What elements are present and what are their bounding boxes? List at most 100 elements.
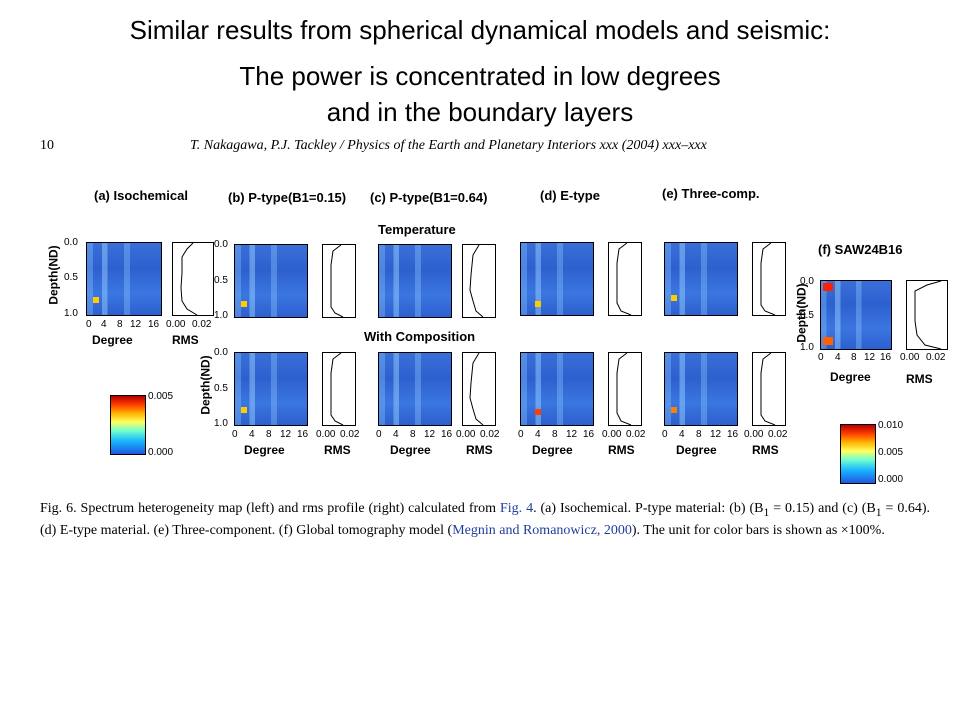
rms-b-composition <box>322 352 356 426</box>
hotspot <box>241 407 247 413</box>
hotspot <box>535 301 541 307</box>
x-tick: 0 <box>86 319 92 330</box>
x-tick: 16 <box>148 319 160 330</box>
x-tick: 0.00 <box>744 429 764 440</box>
y-axis-label: Depth(ND) <box>198 355 213 415</box>
x-tick: 16 <box>727 429 739 440</box>
x-tick: 12 <box>864 352 876 363</box>
slide-title-line-1: Similar results from spherical dynamical… <box>129 15 831 45</box>
section-temperature: Temperature <box>378 222 456 237</box>
y-tick: 0.5 <box>214 275 228 286</box>
x-tick: 0.00 <box>900 352 920 363</box>
caption-text: Fig. 6. Spectrum heterogeneity map (left… <box>40 501 500 516</box>
colorbar-tick: 0.005 <box>878 447 904 458</box>
rms-d-temperature <box>608 242 642 316</box>
x-axis-label-degree: Degree <box>830 370 871 384</box>
rms-e-composition <box>752 352 786 426</box>
hotspot <box>671 295 677 301</box>
x-tick: 0.00 <box>602 429 622 440</box>
section-with-composition: With Composition <box>364 329 476 344</box>
hotspot <box>671 407 677 413</box>
y-tick: 1.0 <box>214 418 228 429</box>
heatmap-c-composition <box>378 352 452 426</box>
hotspot <box>535 409 541 415</box>
x-tick: 0.00 <box>166 319 186 330</box>
caption-text: ). The unit for color bars is shown as ×… <box>631 522 885 538</box>
x-axis-label-degree: Degree <box>532 443 573 457</box>
y-tick: 1.0 <box>800 342 814 353</box>
x-tick: 4 <box>393 429 399 440</box>
heatmap-d-composition <box>520 352 594 426</box>
x-tick: 12 <box>566 429 578 440</box>
x-tick: 0.02 <box>480 429 500 440</box>
running-head: T. Nakagawa, P.J. Tackley / Physics of t… <box>190 138 707 153</box>
x-tick: 0.02 <box>926 352 946 363</box>
x-axis-label-rms: RMS <box>466 443 493 457</box>
x-tick: 0.00 <box>456 429 476 440</box>
x-tick: 8 <box>696 429 702 440</box>
x-tick: 0.02 <box>626 429 646 440</box>
rms-c-temperature <box>462 244 496 318</box>
hotspot <box>823 337 833 345</box>
y-tick: 0.5 <box>800 310 814 321</box>
heatmap-d-temperature <box>520 242 594 316</box>
x-tick: 4 <box>249 429 255 440</box>
caption-link-reference[interactable]: Megnin and Romanowicz, 2000 <box>452 522 632 538</box>
rms-b-temperature <box>322 244 356 318</box>
x-tick: 4 <box>679 429 685 440</box>
x-tick: 4 <box>101 319 107 330</box>
x-tick: 0 <box>232 429 238 440</box>
x-tick: 4 <box>535 429 541 440</box>
caption-link-fig4[interactable]: Fig. 4 <box>499 501 534 516</box>
colorbar-right <box>840 424 876 484</box>
x-tick: 0.02 <box>768 429 788 440</box>
y-tick: 0.0 <box>214 347 228 358</box>
x-axis-label-degree: Degree <box>244 443 285 457</box>
y-tick: 1.0 <box>214 310 228 321</box>
hotspot <box>93 297 99 303</box>
colorbar-left <box>110 395 146 455</box>
colorbar-tick: 0.000 <box>148 447 174 458</box>
x-tick: 0.02 <box>192 319 212 330</box>
x-tick: 12 <box>130 319 142 330</box>
x-axis-label-degree: Degree <box>676 443 717 457</box>
rms-f <box>906 280 948 350</box>
rms-e-temperature <box>752 242 786 316</box>
x-tick: 4 <box>835 352 841 363</box>
y-axis-label: Depth(ND) <box>46 245 61 305</box>
x-axis-label-rms: RMS <box>324 443 351 457</box>
x-axis-label-rms: RMS <box>172 333 199 347</box>
panel-label-f: (f) SAW24B16 <box>818 242 903 257</box>
x-tick: 12 <box>280 429 292 440</box>
caption-subscript: 1 <box>763 505 770 519</box>
slide-title-line-3: and in the boundary layers <box>326 97 634 127</box>
x-tick: 0 <box>662 429 668 440</box>
x-tick: 0.02 <box>340 429 360 440</box>
x-axis-label-degree: Degree <box>390 443 431 457</box>
x-tick: 0 <box>518 429 524 440</box>
y-tick: 0.0 <box>64 237 78 248</box>
x-tick: 12 <box>710 429 722 440</box>
colorbar-tick: 0.010 <box>878 420 904 431</box>
panel-label-e: (e) Three-comp. <box>662 186 760 201</box>
x-tick: 8 <box>410 429 416 440</box>
panel-label-b: (b) P-type(B1=0.15) <box>228 190 347 205</box>
panel-label-a: (a) Isochemical <box>94 188 188 203</box>
x-tick: 8 <box>266 429 272 440</box>
x-tick: 8 <box>117 319 123 330</box>
rms-a-temperature <box>172 242 214 316</box>
slide-title-line-2: The power is concentrated in low degrees <box>239 61 721 91</box>
hotspot <box>241 301 247 307</box>
panel-label-d: (d) E-type <box>540 188 600 203</box>
heatmap-e-temperature <box>664 242 738 316</box>
caption-text: = 0.64). (d) E-type material. (e) Three-… <box>40 501 930 538</box>
x-tick: 12 <box>424 429 436 440</box>
heatmap-e-composition <box>664 352 738 426</box>
x-axis-label-degree: Degree <box>92 333 133 347</box>
y-tick: 0.5 <box>64 272 78 283</box>
colorbar-tick: 0.005 <box>148 391 174 402</box>
x-tick: 0 <box>818 352 824 363</box>
heatmap-f <box>820 280 892 350</box>
x-axis-label-rms: RMS <box>752 443 779 457</box>
x-tick: 16 <box>441 429 453 440</box>
